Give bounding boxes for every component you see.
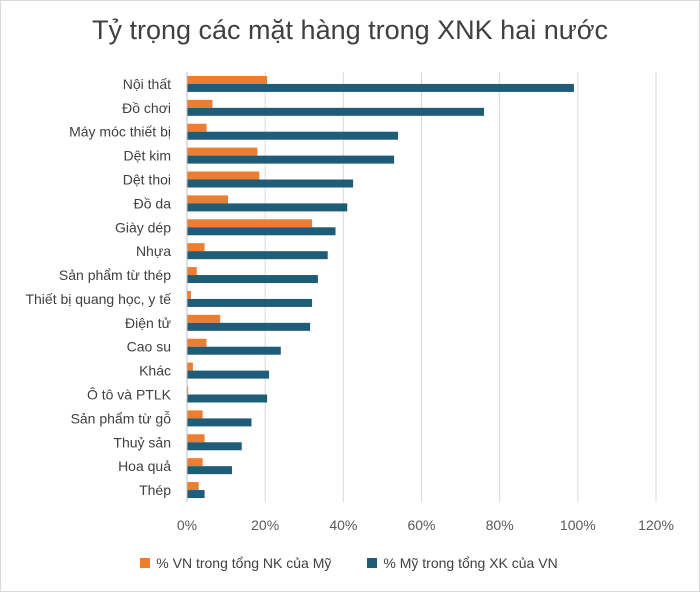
bar-us-export bbox=[187, 394, 268, 403]
bar-vn-import bbox=[187, 290, 191, 299]
x-tick-label: 40% bbox=[329, 517, 357, 533]
category-label: Giày dép bbox=[115, 219, 171, 235]
bar-us-export bbox=[187, 298, 313, 307]
category-label: Sản phẩm từ thép bbox=[59, 267, 171, 283]
bar-us-export bbox=[187, 155, 395, 164]
legend: % VN trong tổng NK của Mỹ % Mỹ trong tổn… bbox=[0, 555, 698, 571]
bar-us-export bbox=[187, 83, 574, 92]
category-label: Thép bbox=[139, 482, 171, 498]
bar-us-export bbox=[187, 442, 242, 451]
category-label: Thiết bị quang học, y tế bbox=[25, 291, 171, 307]
category-label: Đồ da bbox=[134, 195, 172, 211]
chart-title: Tỷ trọng các mặt hàng trong XNK hai nước bbox=[91, 15, 609, 45]
bar-us-export bbox=[187, 251, 328, 260]
bar-us-export bbox=[187, 466, 232, 475]
bar-us-export bbox=[187, 275, 318, 284]
bar-us-export bbox=[187, 179, 354, 188]
bar-vn-import bbox=[187, 362, 193, 371]
bar-vn-import bbox=[187, 243, 205, 252]
x-tick-label: 0% bbox=[177, 517, 197, 533]
bar-us-export bbox=[187, 346, 281, 355]
legend-label-us-export: % Mỹ trong tổng XK của VN bbox=[383, 555, 558, 571]
bar-us-export bbox=[187, 322, 311, 331]
category-label: Sản phẩm từ gỗ bbox=[71, 410, 172, 426]
bar-vn-import bbox=[187, 147, 258, 156]
bar-vn-import bbox=[187, 338, 207, 347]
bar-us-export bbox=[187, 418, 252, 427]
category-label: Dệt thoi bbox=[123, 172, 171, 188]
bar-vn-import bbox=[187, 314, 221, 323]
x-tick-label: 20% bbox=[251, 517, 279, 533]
category-label: Cao su bbox=[127, 339, 171, 355]
bar-us-export bbox=[187, 227, 336, 236]
bar-vn-import bbox=[187, 410, 203, 419]
category-label: Máy móc thiết bị bbox=[69, 124, 171, 140]
bar-us-export bbox=[187, 490, 205, 499]
x-tick-label: 120% bbox=[638, 517, 674, 533]
category-label: Đồ chơi bbox=[122, 100, 171, 116]
bar-us-export bbox=[187, 131, 399, 140]
category-label: Nội thất bbox=[123, 76, 171, 92]
category-label: Ô tô và PTLK bbox=[87, 387, 172, 403]
legend-item-vn-import: % VN trong tổng NK của Mỹ bbox=[140, 555, 331, 571]
category-label: Thuỷ sản bbox=[113, 434, 171, 450]
x-tick-label: 60% bbox=[407, 517, 435, 533]
bar-vn-import bbox=[187, 267, 197, 276]
bar-vn-import bbox=[187, 195, 229, 204]
x-tick-label: 100% bbox=[560, 517, 596, 533]
category-label: Hoa quả bbox=[118, 458, 171, 474]
bar-vn-import bbox=[187, 123, 207, 132]
bar-vn-import bbox=[187, 458, 203, 467]
bar-us-export bbox=[187, 370, 270, 379]
category-label: Khác bbox=[139, 363, 171, 379]
bar-us-export bbox=[187, 203, 348, 212]
x-tick-label: 80% bbox=[486, 517, 514, 533]
bar-vn-import bbox=[187, 386, 189, 395]
category-label: Nhựa bbox=[136, 243, 171, 259]
legend-swatch-us-export bbox=[367, 558, 378, 568]
legend-item-us-export: % Mỹ trong tổng XK của VN bbox=[367, 555, 558, 571]
bar-vn-import bbox=[187, 75, 268, 84]
bar-vn-import bbox=[187, 482, 199, 491]
category-label: Dệt kim bbox=[124, 148, 171, 164]
bar-vn-import bbox=[187, 219, 313, 228]
bar-us-export bbox=[187, 107, 485, 116]
bar-vn-import bbox=[187, 99, 213, 108]
bar-vn-import bbox=[187, 434, 205, 443]
legend-label-vn-import: % VN trong tổng NK của Mỹ bbox=[156, 555, 332, 571]
legend-swatch-vn-import bbox=[140, 558, 151, 568]
bar-vn-import bbox=[187, 171, 260, 180]
category-label: Điện tử bbox=[125, 315, 171, 331]
